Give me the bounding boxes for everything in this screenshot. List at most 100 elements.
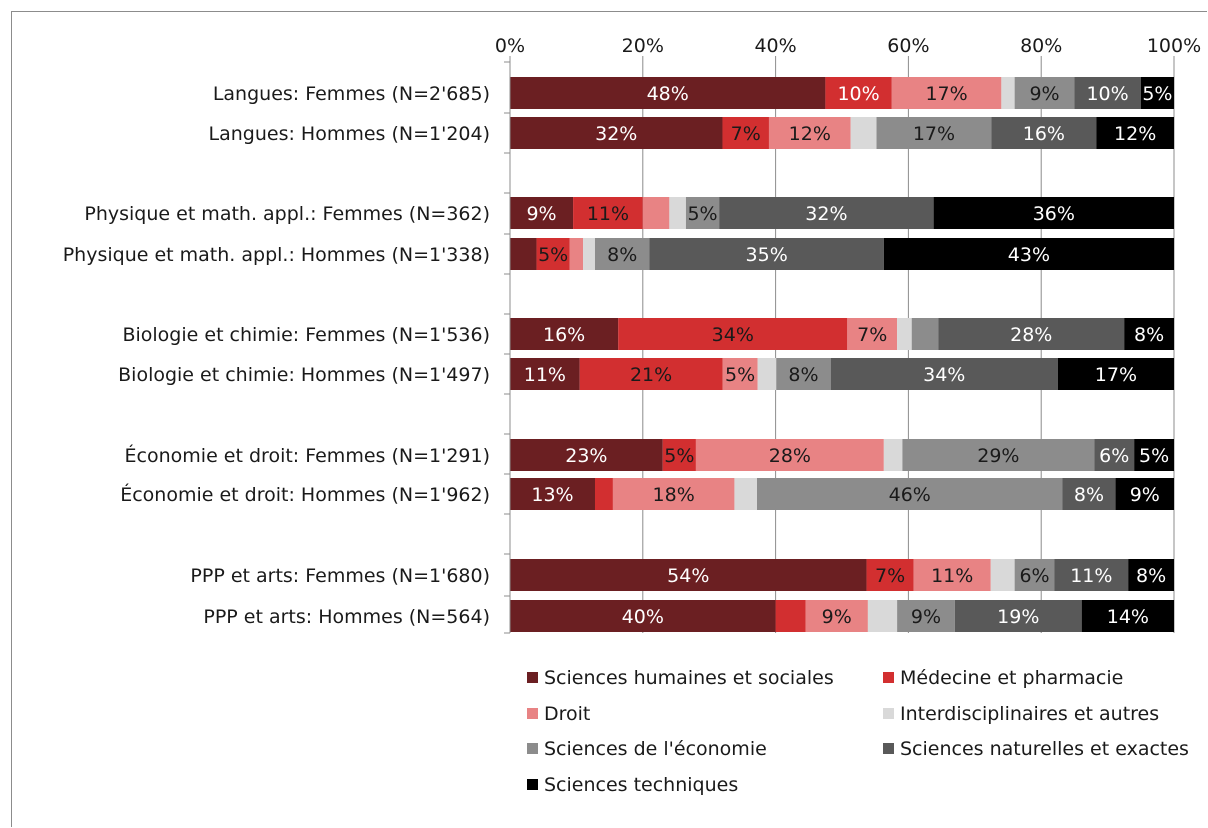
legend-label: Médecine et pharmacie bbox=[900, 667, 1123, 689]
bar-value-label: 10% bbox=[1086, 83, 1128, 105]
bar-segment bbox=[594, 478, 613, 510]
category-label: Physique et math. appl.: Hommes (N=1'338… bbox=[63, 244, 490, 266]
y-axis bbox=[504, 61, 511, 634]
bar-value-label: 5% bbox=[1142, 83, 1172, 105]
bar-segment bbox=[1094, 439, 1135, 471]
bar-segment bbox=[1057, 358, 1174, 390]
bar-value-label: 8% bbox=[607, 244, 637, 266]
bar-segment bbox=[990, 559, 1015, 591]
legend-swatch bbox=[883, 743, 894, 754]
bar-value-label: 7% bbox=[731, 123, 761, 145]
bar-value-label: 29% bbox=[977, 445, 1019, 467]
category-label: Biologie et chimie: Hommes (N=1'497) bbox=[118, 364, 490, 386]
bar-value-label: 17% bbox=[925, 83, 967, 105]
legend-swatch bbox=[527, 672, 538, 683]
bar-value-label: 11% bbox=[1070, 565, 1112, 587]
bar-segment bbox=[510, 117, 723, 149]
category-labels: Langues: Femmes (N=2'685) Langues: Hommes… bbox=[63, 83, 490, 628]
bar-value-label: 54% bbox=[667, 565, 709, 587]
bar-segment bbox=[669, 197, 686, 229]
category-label: Langues: Hommes (N=1'204) bbox=[209, 123, 491, 145]
bar-segment bbox=[1124, 318, 1174, 350]
bar-segment bbox=[883, 238, 1174, 270]
bar-segment bbox=[913, 559, 991, 591]
bar-value-label: 11% bbox=[587, 203, 629, 225]
bar-segment bbox=[722, 358, 758, 390]
bar-value-label: 9% bbox=[1029, 83, 1059, 105]
bar-segment bbox=[1054, 559, 1129, 591]
bar-segment bbox=[1128, 559, 1174, 591]
legend-swatch bbox=[527, 779, 538, 790]
bar-segment bbox=[1096, 117, 1174, 149]
x-tick-label: 60% bbox=[887, 35, 929, 57]
bar-value-label: 6% bbox=[1099, 445, 1129, 467]
bar-value-label: 35% bbox=[746, 244, 788, 266]
bar-segment bbox=[510, 238, 537, 270]
legend-swatch bbox=[883, 708, 894, 719]
bar-value-label: 43% bbox=[1008, 244, 1050, 266]
bar-segment bbox=[510, 478, 595, 510]
bar-value-label: 46% bbox=[889, 484, 931, 506]
bar-segment bbox=[876, 117, 992, 149]
x-tick-label: 20% bbox=[622, 35, 664, 57]
bar-value-label: 12% bbox=[789, 123, 831, 145]
bar-value-label: 32% bbox=[805, 203, 847, 225]
bar-value-label: 8% bbox=[1134, 324, 1164, 346]
bar-value-label: 8% bbox=[788, 364, 818, 386]
bar-segment bbox=[695, 439, 884, 471]
x-tick-label: 100% bbox=[1147, 35, 1201, 57]
category-label: PPP et arts: Femmes (N=1'680) bbox=[190, 565, 490, 587]
bar-value-label: 8% bbox=[1136, 565, 1166, 587]
bar-segment bbox=[510, 600, 776, 632]
bar-segment bbox=[1134, 439, 1174, 471]
bar-segment bbox=[536, 238, 570, 270]
bar-segment bbox=[805, 600, 868, 632]
bar-segment bbox=[642, 197, 670, 229]
bar-segment bbox=[1062, 478, 1116, 510]
bar-segment bbox=[1081, 600, 1174, 632]
bar-value-label: 21% bbox=[630, 364, 672, 386]
bar-segment bbox=[911, 318, 939, 350]
bar-value-label: 19% bbox=[997, 606, 1039, 628]
bar-segment bbox=[510, 439, 663, 471]
bar-value-label: 11% bbox=[524, 364, 566, 386]
bar-segment bbox=[847, 318, 898, 350]
bar-value-label: 48% bbox=[647, 83, 689, 105]
bar-value-label: 9% bbox=[526, 203, 556, 225]
bar-segment bbox=[954, 600, 1082, 632]
x-tick-label: 40% bbox=[754, 35, 796, 57]
bar-value-label: 34% bbox=[923, 364, 965, 386]
legend-label: Interdisciplinaires et autres bbox=[900, 703, 1159, 725]
category-label: Économie et droit: Femmes (N=1'291) bbox=[125, 444, 490, 467]
bar-segment bbox=[768, 117, 851, 149]
bar-segment bbox=[1001, 77, 1015, 109]
bar-value-label: 9% bbox=[911, 606, 941, 628]
bar-segment bbox=[867, 600, 898, 632]
bar-segment bbox=[933, 197, 1174, 229]
bar-segment bbox=[510, 197, 574, 229]
bar-segment bbox=[850, 117, 877, 149]
bar-segment bbox=[649, 238, 884, 270]
bar-value-label: 7% bbox=[875, 565, 905, 587]
bar-segment bbox=[612, 478, 735, 510]
category-label: Physique et math. appl.: Femmes (N=362) bbox=[84, 203, 490, 225]
bar-value-label: 12% bbox=[1114, 123, 1156, 145]
bar-value-label: 13% bbox=[531, 484, 573, 506]
bar-segment bbox=[722, 117, 769, 149]
bar-segment bbox=[1115, 478, 1174, 510]
bar-segment bbox=[594, 238, 650, 270]
bar-segment bbox=[1014, 559, 1055, 591]
bar-segment bbox=[685, 197, 720, 229]
category-label: Langues: Femmes (N=2'685) bbox=[213, 83, 490, 105]
bar-segment bbox=[510, 318, 619, 350]
bar-value-label: 28% bbox=[769, 445, 811, 467]
bar-segment bbox=[569, 238, 584, 270]
bar-value-label: 23% bbox=[565, 445, 607, 467]
bar-value-label: 5% bbox=[725, 364, 755, 386]
x-axis-ticks: 0% 20% 40% 60% 80% 100% bbox=[495, 35, 1201, 62]
legend-label: Sciences naturelles et exactes bbox=[900, 738, 1189, 760]
bar-value-label: 10% bbox=[837, 83, 879, 105]
bar-value-label: 16% bbox=[1023, 123, 1065, 145]
bar-segment bbox=[510, 358, 580, 390]
